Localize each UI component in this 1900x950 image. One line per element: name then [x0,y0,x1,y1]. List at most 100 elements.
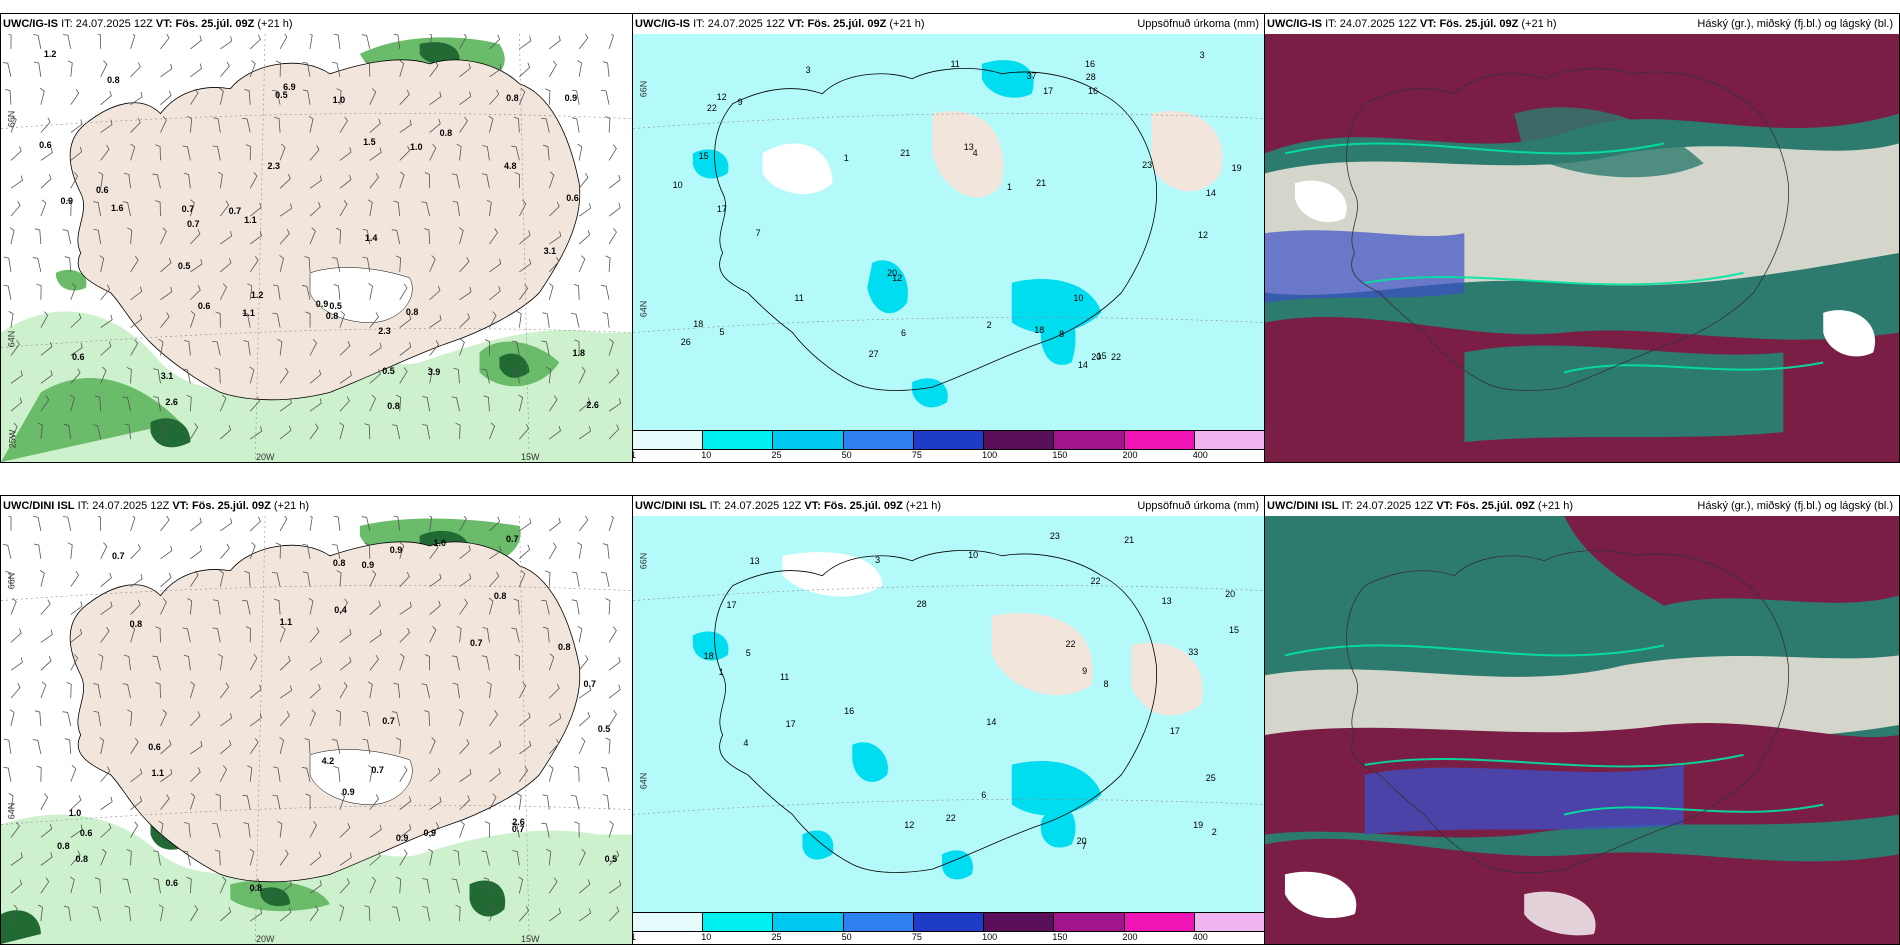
precip-panel-subtitle: Uppsöfnuð úrkoma (mm) [1137,18,1259,30]
wind-barb [219,682,230,699]
value-label: 37 [1026,70,1037,81]
wind-barb [5,570,12,587]
wind-barb [96,516,102,531]
value-label: 33 [1188,647,1199,658]
wind-barb [249,878,261,894]
wind-barb [70,795,82,810]
wind-barb [100,366,107,384]
wind-barb [519,62,531,78]
wind-barb [548,765,554,782]
wind-barb [369,824,382,838]
wind-barb [7,34,12,49]
legend-tick-label: 10 [701,932,712,942]
value-label: 2 [986,319,992,330]
value-label: 0.8 [57,841,70,852]
wind-barb [548,60,557,78]
wind-barb [100,542,108,559]
legend-swatch [913,913,985,931]
value-label: 0.9 [361,560,375,570]
wind-barb [279,516,288,532]
wind-barb [33,61,42,77]
wind-barb [483,395,490,412]
legend-swatch [1054,913,1125,931]
wind-barb [279,173,291,189]
wind-barb [542,312,550,328]
wind-barb [516,793,522,810]
wind-barb [608,368,620,384]
value-label: 2.3 [267,161,281,172]
value-label: 10 [1073,292,1084,303]
wind-barb [489,63,502,78]
wind-barb [391,711,401,727]
wind-barb [429,767,441,783]
value-label: 14 [1077,359,1088,370]
value-label: 0.8 [493,590,507,601]
wind-barb [249,738,259,755]
wind-barb [399,653,405,671]
wind-barb [130,544,141,560]
wind-barb [40,681,47,699]
precip-map-svg [633,516,1265,912]
value-label: 2.6 [165,396,178,407]
wind-barb [511,627,520,643]
wind-barb [519,518,532,532]
wind-barb [429,543,439,560]
legend-ticks: 1 10 25 50 75 100 150 200 400 [633,450,1265,460]
value-label: 0.9 [389,545,403,556]
value-label: 21 [1124,534,1135,545]
wind-barb [399,824,412,838]
wind-barb [160,794,170,810]
wind-barb [70,570,80,587]
wind-barb [158,820,164,838]
value-label: 1.0 [409,141,423,152]
wind-barb [519,740,532,755]
wind-barb [429,314,442,328]
legend-tick-label: 400 [1192,450,1208,460]
wind-barb [453,849,460,866]
value-label: 17 [716,203,727,214]
cloud-map [1265,34,1899,462]
legend-swatch [843,431,914,449]
wind-barb [184,339,191,356]
wind-barb [548,738,560,755]
wind-barb [362,738,371,754]
value-label: 18 [703,651,714,662]
value-label: 6.9 [283,81,296,92]
wind-barb [336,570,342,587]
wind-barb [64,738,72,754]
wind-barb [452,200,460,217]
wind-barb [422,424,431,440]
wind-barb [5,88,12,105]
wind-barb [428,848,433,866]
wind-barb [489,740,502,755]
wind-barb [100,341,112,356]
legend-tick-label: 150 [1052,932,1068,942]
wind-barb [578,516,589,532]
wind-barb [608,202,621,217]
wind-barb [160,598,167,615]
wind-barb [190,905,199,922]
wind-barb [574,821,580,838]
value-label: 0.8 [439,127,453,138]
wind-barb [152,173,161,189]
wind-barb [451,173,460,189]
wind-barb [274,116,281,133]
wind-barb [605,598,611,615]
value-label: 12 [892,273,903,284]
value-label: 0.7 [228,206,242,217]
wind-barb [220,61,230,78]
wind-barb [160,516,170,532]
value-label: 0.8 [325,311,339,322]
wind-barb [519,766,529,782]
wind-barb [187,116,193,133]
wind-barb [486,199,492,217]
wind-barb [190,570,199,587]
legend-tick-label: 1 [633,932,636,942]
wind-barb [40,311,49,328]
legend-color-bar [633,912,1265,932]
value-label: 13 [1161,596,1172,607]
value-label: 1.2 [43,48,57,59]
wind-barb [333,284,341,300]
wind-barb [542,626,550,643]
wind-barb [489,793,497,810]
